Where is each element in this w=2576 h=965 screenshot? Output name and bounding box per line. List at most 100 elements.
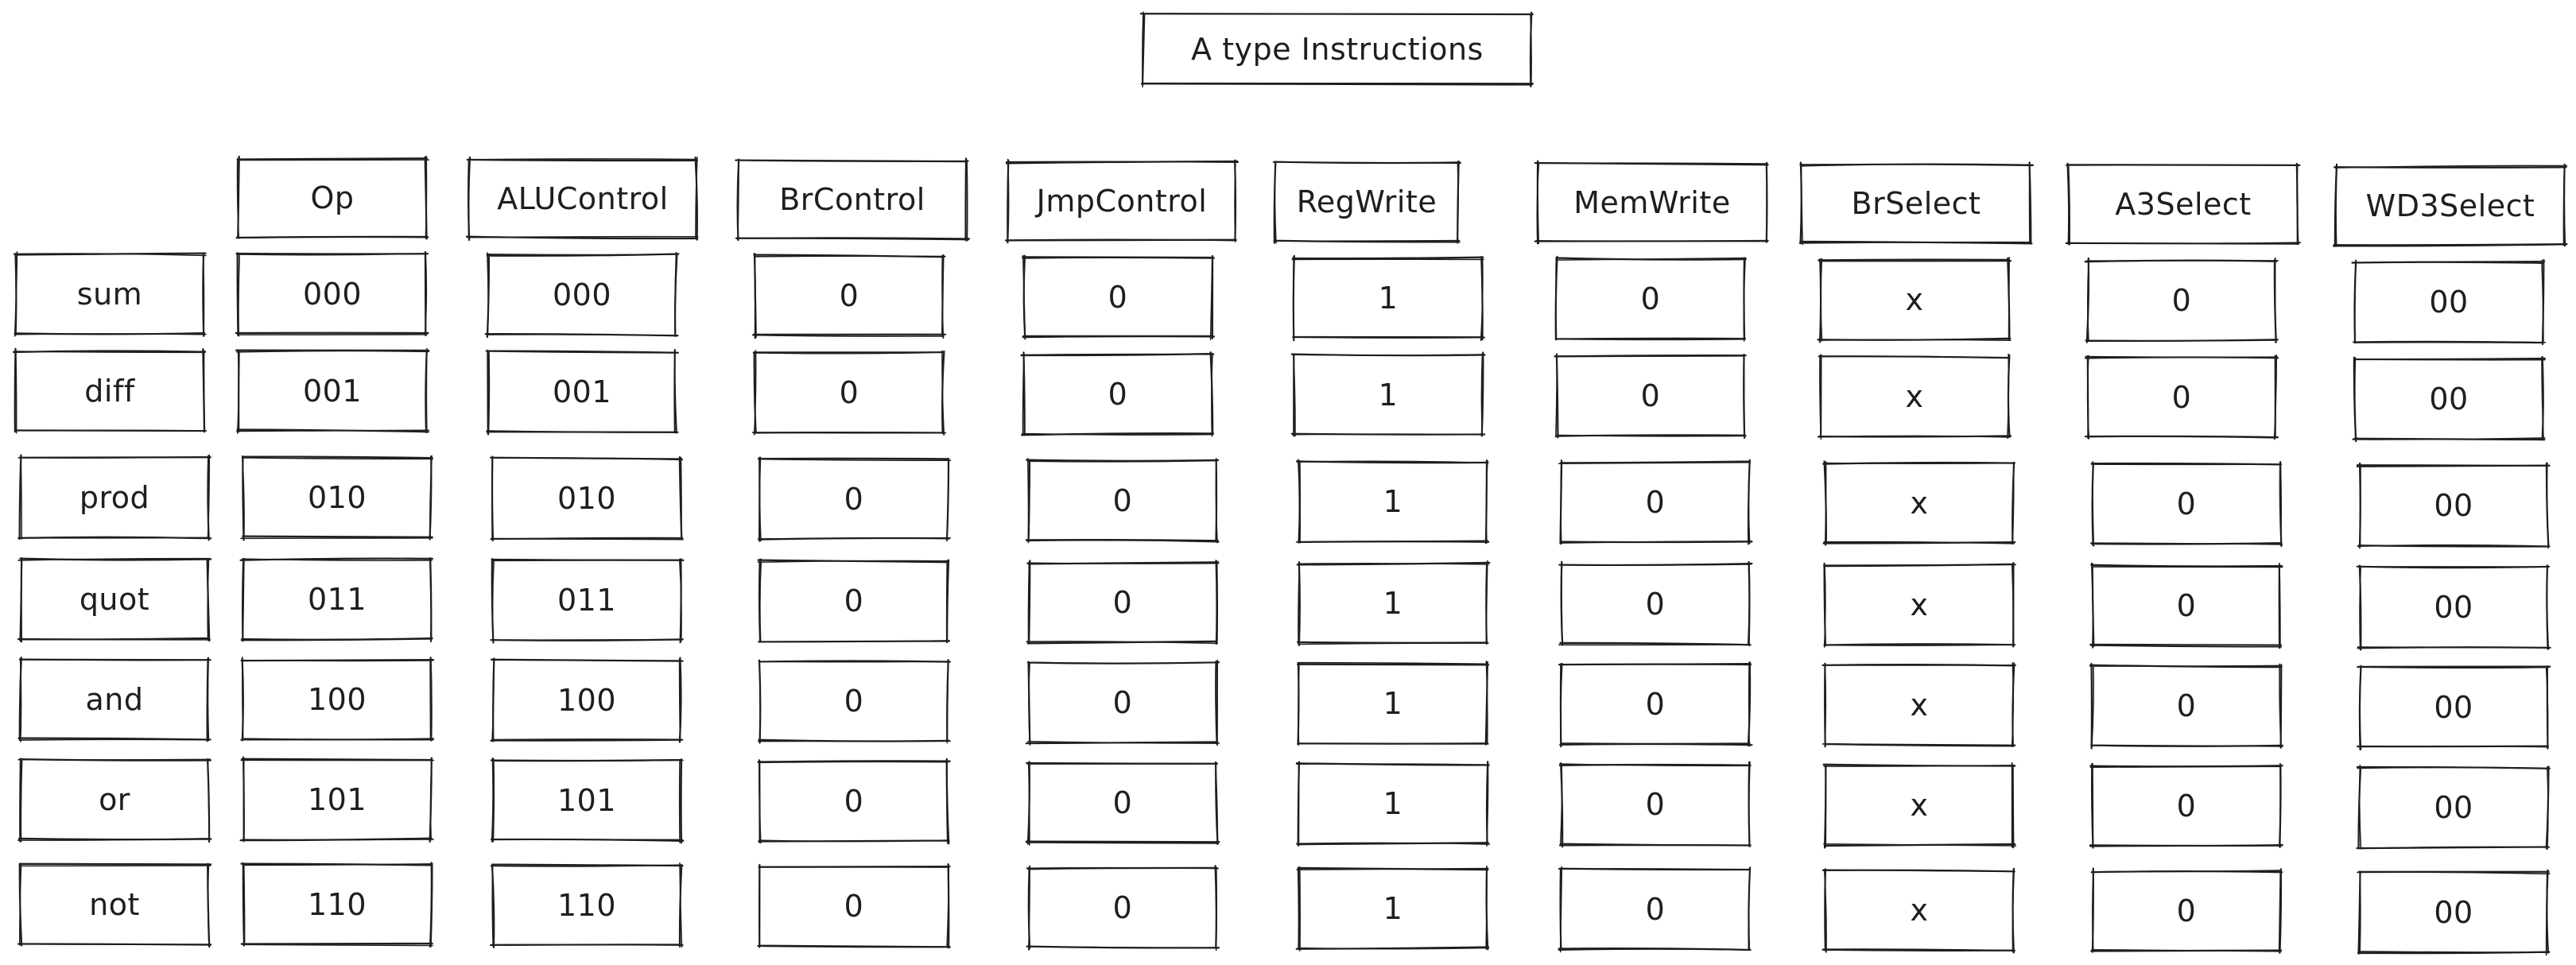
table-cell: 0 bbox=[2084, 258, 2279, 344]
table-cell: 1 bbox=[1296, 660, 1490, 746]
column-header: BrSelect bbox=[1798, 161, 2035, 246]
row-label-text: not bbox=[89, 887, 140, 922]
table-cell-text: 1 bbox=[1383, 890, 1403, 926]
row-label-text: and bbox=[85, 682, 144, 717]
table-cell-text: 00 bbox=[2434, 487, 2473, 523]
row-label: prod bbox=[17, 454, 212, 541]
table-cell: 1 bbox=[1295, 458, 1490, 545]
column-header-text: BrSelect bbox=[1851, 186, 1981, 222]
table-cell-text: 0 bbox=[2171, 283, 2192, 319]
table-cell: 0 bbox=[2084, 355, 2279, 440]
table-cell-text: 0 bbox=[2176, 486, 2197, 522]
table-cell: 0 bbox=[1026, 864, 1220, 951]
table-cell: 101 bbox=[239, 756, 435, 843]
table-cell: 00 bbox=[2356, 462, 2551, 548]
table-cell-text: 0 bbox=[2176, 588, 2197, 624]
column-header: JmpControl bbox=[1004, 158, 1239, 243]
table-cell-text: x bbox=[1905, 379, 1924, 415]
table-cell: 0 bbox=[1025, 760, 1220, 846]
table-cell-text: 010 bbox=[557, 481, 617, 517]
diagram-title-text: A type Instructions bbox=[1191, 32, 1484, 67]
table-cell: 0 bbox=[2089, 461, 2283, 548]
table-cell: 0 bbox=[2089, 663, 2283, 750]
table-cell: 110 bbox=[240, 862, 433, 948]
table-cell-text: 0 bbox=[1112, 889, 1133, 925]
column-header-text: RegWrite bbox=[1296, 184, 1437, 219]
table-cell: 0 bbox=[1025, 659, 1220, 746]
table-cell-text: 0 bbox=[1112, 584, 1133, 620]
table-cell: 1 bbox=[1296, 560, 1491, 646]
column-header-text: BrControl bbox=[779, 182, 925, 218]
table-cell: 0 bbox=[1558, 560, 1753, 647]
table-cell: 0 bbox=[2089, 763, 2283, 850]
table-cell-text: 00 bbox=[2429, 381, 2469, 417]
table-cell-text: 1 bbox=[1378, 280, 1399, 316]
row-label-text: diff bbox=[84, 374, 135, 409]
table-cell: 011 bbox=[490, 558, 685, 644]
table-cell: x bbox=[1821, 867, 2016, 954]
table-cell-text: 001 bbox=[302, 374, 363, 409]
table-cell: 000 bbox=[235, 250, 429, 337]
table-cell: 0 bbox=[1554, 353, 1748, 440]
table-cell: x bbox=[1823, 562, 2017, 648]
row-label-text: prod bbox=[79, 480, 150, 515]
table-cell: 00 bbox=[2356, 564, 2551, 651]
table-cell-text: 1 bbox=[1383, 785, 1403, 821]
table-cell: 0 bbox=[1022, 254, 1216, 340]
column-header: ALUControl bbox=[465, 157, 699, 242]
table-cell: 0 bbox=[1558, 866, 1752, 953]
table-cell-text: 00 bbox=[2434, 789, 2473, 825]
table-cell: x bbox=[1821, 662, 2017, 748]
table-cell: 100 bbox=[240, 657, 435, 742]
table-cell: 100 bbox=[490, 657, 684, 743]
diagram-title: A type Instructions bbox=[1139, 11, 1534, 87]
column-header-text: A3Select bbox=[2115, 187, 2252, 223]
table-cell-text: 0 bbox=[1645, 787, 1666, 822]
table-cell: x bbox=[1817, 353, 2012, 440]
table-cell-text: 0 bbox=[844, 684, 864, 719]
column-header: BrControl bbox=[735, 157, 971, 242]
table-cell: x bbox=[1822, 762, 2017, 849]
table-cell-text: 0 bbox=[1108, 279, 1128, 315]
table-cell-text: 001 bbox=[552, 374, 612, 410]
table-cell: 00 bbox=[2351, 258, 2547, 345]
table-cell-text: 0 bbox=[844, 482, 864, 517]
table-cell-text: 00 bbox=[2434, 689, 2473, 725]
table-cell-text: 00 bbox=[2434, 589, 2473, 625]
row-label: or bbox=[17, 758, 212, 843]
table-cell-text: 1 bbox=[1383, 483, 1403, 519]
row-label: not bbox=[17, 862, 212, 948]
table-cell-text: 011 bbox=[557, 583, 617, 618]
table-cell-text: 1 bbox=[1383, 585, 1403, 621]
table-cell-text: 0 bbox=[2176, 688, 2197, 724]
table-cell: 110 bbox=[490, 862, 684, 949]
row-label: and bbox=[17, 657, 211, 742]
table-cell-text: 0 bbox=[1108, 376, 1128, 412]
table-cell-text: x bbox=[1905, 282, 1924, 318]
table-cell: 001 bbox=[235, 347, 430, 434]
table-cell: 0 bbox=[2090, 867, 2283, 955]
table-cell-text: 110 bbox=[307, 887, 367, 922]
table-cell: 00 bbox=[2356, 665, 2551, 750]
table-cell: 0 bbox=[1558, 661, 1753, 748]
table-cell-text: 0 bbox=[2176, 789, 2197, 824]
table-cell-text: 00 bbox=[2429, 284, 2469, 320]
table-cell-text: 0 bbox=[839, 375, 859, 411]
table-cell-text: 100 bbox=[557, 683, 617, 719]
table-cell-text: 0 bbox=[1645, 687, 1666, 722]
column-header: MemWrite bbox=[1534, 160, 1769, 245]
table-cell-text: x bbox=[1910, 587, 1929, 623]
table-cell-text: 1 bbox=[1383, 685, 1403, 721]
table-cell-text: 0 bbox=[1112, 482, 1133, 518]
table-cell-text: 0 bbox=[1112, 684, 1133, 720]
table-cell-text: 110 bbox=[557, 888, 617, 924]
column-header: RegWrite bbox=[1272, 160, 1462, 244]
table-cell: 0 bbox=[757, 558, 951, 644]
table-cell: 0 bbox=[757, 863, 951, 949]
table-cell-text: 0 bbox=[1640, 281, 1661, 316]
table-cell: 1 bbox=[1290, 351, 1486, 437]
table-cell: 0 bbox=[758, 659, 951, 745]
table-cell-text: 0 bbox=[844, 784, 864, 820]
table-cell-text: 1 bbox=[1378, 377, 1399, 413]
table-cell-text: 011 bbox=[307, 582, 367, 617]
